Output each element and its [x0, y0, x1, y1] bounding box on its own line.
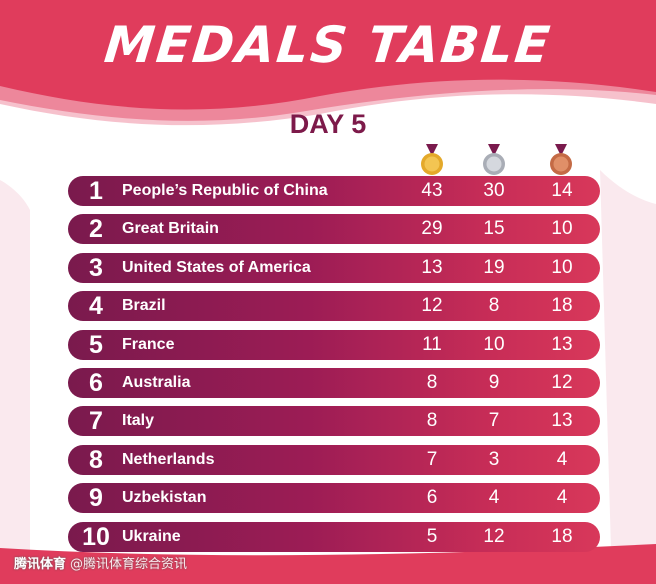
silver-count: 12 — [483, 525, 505, 547]
silver-count: 3 — [488, 448, 500, 470]
bronze-count: 18 — [551, 525, 573, 547]
silver-count: 8 — [488, 295, 500, 317]
bronze-count: 10 — [551, 256, 573, 278]
gold-count: 29 — [421, 218, 443, 240]
bronze-count: 10 — [551, 218, 573, 240]
rank: 9 — [89, 484, 103, 513]
bronze-count: 4 — [556, 448, 568, 470]
silver-count: 10 — [483, 333, 505, 355]
rank: 2 — [89, 215, 103, 244]
country-name: Great Britain — [122, 220, 219, 238]
gold-count: 8 — [426, 371, 438, 393]
table-row: 7 Italy 8 7 13 — [68, 406, 600, 437]
rank: 10 — [82, 522, 110, 551]
rank: 3 — [89, 253, 103, 282]
bronze-count: 13 — [551, 410, 573, 432]
table-row: 10 Ukraine 5 12 18 — [68, 521, 600, 552]
rank: 8 — [89, 445, 103, 474]
table-row: 3 United States of America 13 19 10 — [68, 252, 600, 283]
country-name: France — [122, 335, 175, 353]
gold-medal-icon — [417, 142, 447, 178]
watermark: 腾讯体育 @腾讯体育综合资讯 — [14, 554, 187, 576]
gold-count: 13 — [421, 256, 443, 278]
gold-count: 12 — [421, 295, 443, 317]
country-name: Netherlands — [122, 450, 215, 468]
silver-count: 4 — [488, 487, 500, 509]
rank: 4 — [89, 292, 103, 321]
table-row: 6 Australia 8 9 12 — [68, 367, 600, 398]
country-name: Uzbekistan — [122, 489, 207, 507]
gold-count: 11 — [422, 333, 442, 355]
watermark-brand: 腾讯体育 — [14, 557, 67, 572]
bronze-medal-icon — [546, 142, 576, 178]
medals-table: 1 People’s Republic of China 43 30 14 2 … — [68, 176, 600, 560]
silver-count: 7 — [488, 410, 500, 432]
country-name: Australia — [122, 373, 191, 391]
rank: 5 — [89, 330, 103, 359]
silver-count: 9 — [488, 371, 500, 393]
silver-count: 30 — [483, 180, 505, 201]
country-name: Ukraine — [122, 527, 181, 545]
watermark-handle: @腾讯体育综合资讯 — [70, 557, 188, 572]
gold-count: 43 — [421, 180, 443, 201]
rank: 7 — [89, 407, 103, 436]
gold-count: 8 — [426, 410, 438, 432]
bronze-count: 13 — [551, 333, 573, 355]
table-row: 4 Brazil 12 8 18 — [68, 291, 600, 322]
silver-medal-icon — [479, 142, 509, 178]
table-row: 1 People’s Republic of China 43 30 14 — [68, 176, 600, 206]
country-name: People’s Republic of China — [122, 182, 328, 199]
page-title: MEDALS TABLE — [101, 16, 555, 74]
rank: 6 — [89, 368, 103, 397]
table-row: 9 Uzbekistan 6 4 4 — [68, 483, 600, 514]
country-name: United States of America — [122, 258, 311, 276]
rank: 1 — [89, 177, 103, 205]
bronze-count: 18 — [551, 295, 573, 317]
bronze-count: 14 — [551, 180, 573, 201]
table-row: 5 France 11 10 13 — [68, 329, 600, 360]
country-name: Italy — [122, 412, 155, 430]
table-row: 8 Netherlands 7 3 4 — [68, 444, 600, 475]
bronze-count: 12 — [551, 371, 573, 393]
country-name: Brazil — [122, 297, 166, 315]
bronze-count: 4 — [556, 487, 568, 509]
gold-count: 5 — [426, 525, 438, 547]
gold-count: 7 — [426, 448, 438, 470]
day-subtitle: DAY 5 — [289, 109, 367, 139]
gold-count: 6 — [426, 487, 438, 509]
silver-count: 15 — [483, 218, 505, 240]
silver-count: 19 — [483, 256, 505, 278]
table-row: 2 Great Britain 29 15 10 — [68, 214, 600, 245]
